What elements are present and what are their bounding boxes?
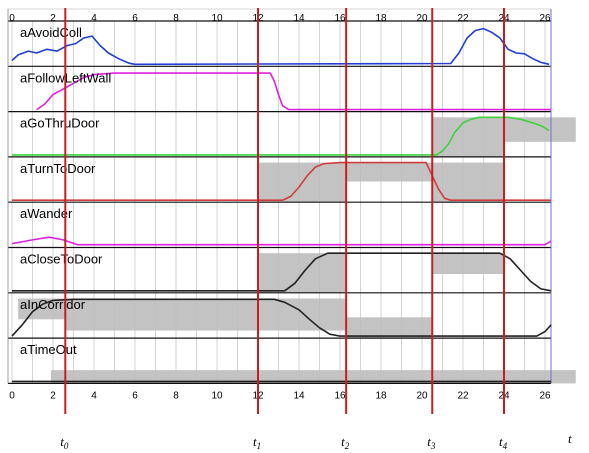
x-tick-top-26: 26: [539, 13, 551, 24]
track-label-aTimeOut: aTimeOut: [20, 342, 77, 357]
series-lines: [11, 27, 552, 383]
x-tick-top-2: 2: [50, 13, 56, 24]
x-tick-bottom-8: 8: [173, 390, 179, 401]
x-tick-bottom-20: 20: [416, 390, 428, 401]
shaded-region-9: [346, 317, 433, 339]
event-label-0: t0: [60, 434, 69, 451]
event-label-2: t2: [341, 434, 350, 451]
x-tick-top-18: 18: [375, 13, 387, 24]
track-label-aInCorridor: aInCorridor: [20, 297, 86, 312]
event-label-sub-1: 1: [257, 441, 262, 451]
event-label-3: t3: [427, 434, 436, 451]
x-tick-top-16: 16: [334, 13, 346, 24]
x-tick-bottom-16: 16: [334, 390, 346, 401]
shaded-region-3: [346, 162, 433, 182]
event-label-sub-0: 0: [64, 441, 69, 451]
shaded-region-8: [65, 298, 347, 331]
event-markers: t0 t1 t2 t3 t4 t: [60, 8, 572, 451]
event-label-1: t1: [253, 434, 261, 451]
x-tick-top-22: 22: [457, 13, 469, 24]
x-tick-top-20: 20: [416, 13, 428, 24]
track-labels: aAvoidCollaFollowLeftWallaGoThruDooraTur…: [20, 25, 111, 357]
shaded-region-4: [432, 162, 504, 203]
x-tick-top-0: 0: [9, 13, 15, 24]
series-line-aWander: [11, 236, 552, 246]
track-label-aCloseToDoor: aCloseToDoor: [20, 252, 103, 267]
series-line-aInCorridor: [11, 298, 552, 337]
track-label-aGoThruDoor: aGoThruDoor: [20, 116, 100, 131]
event-label-sub-2: 2: [345, 441, 350, 451]
x-tick-bottom-4: 4: [91, 390, 97, 401]
event-label-4: t4: [499, 434, 508, 451]
shaded-region-6: [432, 253, 504, 275]
x-tick-bottom-14: 14: [293, 390, 305, 401]
x-tick-bottom-6: 6: [132, 390, 138, 401]
series-line-aTurnToDoor: [12, 161, 552, 201]
x-tick-bottom-2: 2: [50, 390, 56, 401]
shaded-region-0: [432, 117, 504, 157]
x-tick-top-6: 6: [132, 13, 138, 24]
event-label-sub-4: 4: [503, 441, 508, 451]
x-tick-bottom-10: 10: [211, 390, 223, 401]
x-tick-top-8: 8: [173, 13, 179, 24]
shaded-region-1: [504, 117, 576, 142]
track-label-aWander: aWander: [20, 206, 73, 221]
x-tick-top-10: 10: [211, 13, 223, 24]
track-label-aAvoidColl: aAvoidColl: [20, 25, 82, 40]
shaded-regions: [18, 117, 576, 384]
x-tick-bottom-26: 26: [539, 390, 551, 401]
series-line-aAvoidColl: [11, 27, 550, 66]
shaded-region-10: [50, 370, 576, 384]
series-line-aGoThruDoor: [12, 116, 550, 156]
series-line-aFollowLeftWall: [36, 72, 552, 111]
x-tick-bottom-22: 22: [457, 390, 469, 401]
x-tick-top-4: 4: [91, 13, 97, 24]
event-label-sub-3: 3: [430, 441, 436, 451]
x-axis-label: t: [568, 431, 572, 446]
x-tick-bottom-18: 18: [375, 390, 387, 401]
x-tick-top-14: 14: [293, 13, 305, 24]
plot-frame: [7, 9, 552, 384]
x-tick-bottom-0: 0: [9, 390, 15, 401]
track-label-aTurnToDoor: aTurnToDoor: [20, 161, 96, 176]
series-line-aCloseToDoor: [12, 252, 552, 292]
